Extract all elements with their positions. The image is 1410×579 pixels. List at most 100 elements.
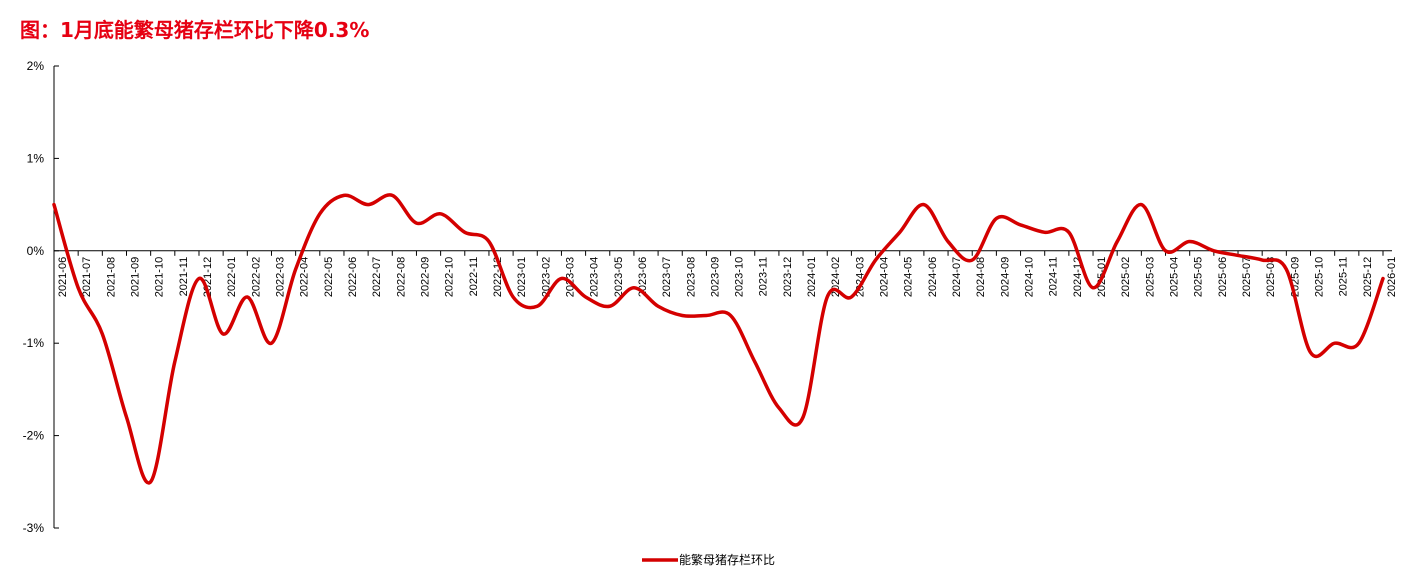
data-point: [1237, 254, 1239, 256]
data-point: [294, 268, 296, 270]
data-point: [1261, 259, 1263, 261]
tick-labels: 2% 1% 0% -1% -2% -3% 2021-06 2021-07 2021-08 2021…: [23, 59, 1398, 535]
x-tick-label: 2025-02: [1120, 257, 1132, 297]
data-point: [609, 305, 611, 307]
data-point: [657, 305, 659, 307]
x-tick-label: 2022-07: [371, 257, 383, 297]
data-point: [198, 277, 200, 279]
data-point: [512, 296, 514, 298]
data-point: [729, 314, 731, 316]
x-tick-label: 2024-09: [999, 257, 1011, 297]
x-tick-label: 2022-05: [323, 257, 335, 297]
data-point: [222, 333, 224, 335]
y-tick-label: -2%: [23, 429, 45, 443]
data-point: [874, 259, 876, 261]
data-point: [1213, 250, 1215, 252]
x-tick-label: 2022-08: [395, 257, 407, 297]
x-tick-label: 2022-03: [274, 257, 286, 297]
x-tick-label: 2024-07: [951, 257, 963, 297]
data-point: [1358, 342, 1360, 344]
data-point: [1116, 240, 1118, 242]
x-tick-label: 2024-06: [927, 257, 939, 297]
y-tick-label: -3%: [23, 521, 45, 535]
data-point: [149, 481, 151, 483]
data-point: [319, 213, 321, 215]
data-point: [681, 314, 683, 316]
data-point: [1019, 224, 1021, 226]
x-tick-label: 2023-04: [589, 257, 601, 297]
y-tick-label: 2%: [27, 59, 45, 73]
data-point: [584, 296, 586, 298]
y-tick-label: -1%: [23, 336, 45, 350]
data-point: [560, 277, 562, 279]
data-point: [1164, 250, 1166, 252]
x-tick-label: 2024-08: [975, 257, 987, 297]
series-line: [54, 195, 1383, 483]
x-tick-label: 2023-03: [564, 257, 576, 297]
y-tick-label: 1%: [27, 151, 45, 165]
x-tick-label: 2022-01: [226, 257, 238, 297]
x-tick-label: 2022-09: [419, 257, 431, 297]
x-tick-label: 2023-11: [758, 257, 770, 297]
data-point: [633, 287, 635, 289]
data-point: [125, 416, 127, 418]
x-tick-label: 2025-08: [1265, 257, 1277, 297]
x-tick-label: 2023-08: [685, 257, 697, 297]
x-tick-label: 2025-05: [1193, 257, 1205, 297]
data-point: [270, 342, 272, 344]
x-tick-label: 2023-01: [516, 257, 528, 297]
data-point: [101, 333, 103, 335]
data-point: [174, 360, 176, 362]
data-point: [754, 360, 756, 362]
data-point: [947, 240, 949, 242]
data-point: [850, 296, 852, 298]
data-point: [995, 217, 997, 219]
x-tick-label: 2021-09: [129, 257, 141, 297]
x-tick-label: 2026-01: [1386, 257, 1398, 297]
x-tick-label: 2022-02: [250, 257, 262, 297]
x-tick-label: 2021-08: [105, 257, 117, 297]
data-point: [391, 194, 393, 196]
data-point: [923, 203, 925, 205]
x-tick-label: 2023-07: [661, 257, 673, 297]
x-tick-label: 2023-09: [709, 257, 721, 297]
x-tick-label: 2024-01: [806, 257, 818, 297]
data-point: [971, 259, 973, 261]
x-tick-label: 2023-10: [734, 257, 746, 297]
data-point: [415, 222, 417, 224]
data-point: [826, 296, 828, 298]
data-point: [488, 240, 490, 242]
x-tick-label: 2025-04: [1169, 257, 1181, 297]
legend: 能繁母猪存栏环比: [642, 552, 775, 567]
x-tick-label: 2025-07: [1241, 257, 1253, 297]
data-point: [1140, 203, 1142, 205]
x-tick-label: 2025-10: [1314, 257, 1326, 297]
data-point: [1333, 342, 1335, 344]
x-tick-label: 2022-06: [347, 257, 359, 297]
series-layer: [53, 194, 1384, 483]
x-tick-label: 2021-10: [154, 257, 166, 297]
data-point: [1068, 231, 1070, 233]
data-point: [705, 314, 707, 316]
data-point: [1188, 240, 1190, 242]
x-tick-label: 2021-11: [178, 257, 190, 297]
y-tick-label: 0%: [27, 244, 45, 258]
x-tick-label: 2021-07: [81, 257, 93, 297]
data-point: [536, 305, 538, 307]
data-point: [1285, 268, 1287, 270]
data-point: [1044, 231, 1046, 233]
data-point: [367, 203, 369, 205]
data-point: [464, 231, 466, 233]
data-point: [343, 194, 345, 196]
data-point: [1382, 277, 1384, 279]
x-tick-label: 2022-10: [444, 257, 456, 297]
x-tick-label: 2025-12: [1362, 257, 1374, 297]
x-tick-label: 2024-04: [879, 257, 891, 297]
data-point: [802, 416, 804, 418]
data-point: [899, 231, 901, 233]
x-tick-label: 2023-12: [782, 257, 794, 297]
data-point: [1309, 351, 1311, 353]
data-point: [1092, 287, 1094, 289]
data-point: [53, 203, 55, 205]
